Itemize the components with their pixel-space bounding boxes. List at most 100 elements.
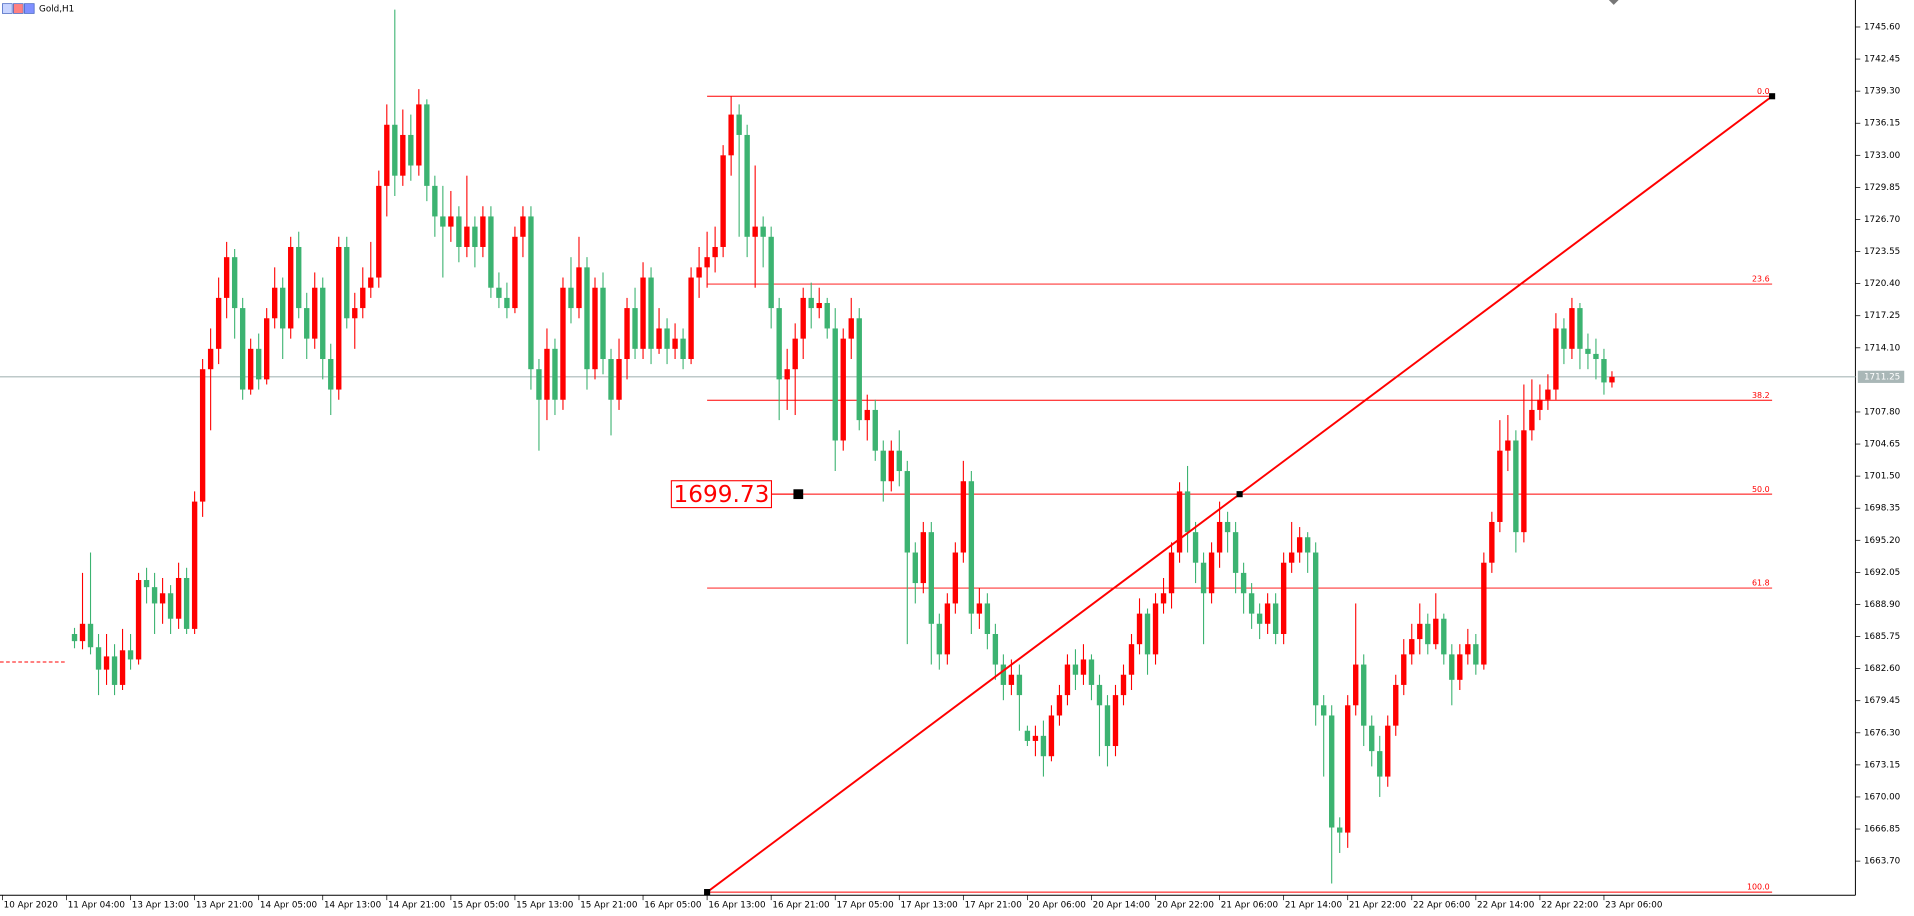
candle-body bbox=[1561, 328, 1567, 349]
x-tick-label: 14 Apr 21:00 bbox=[388, 901, 445, 911]
candle-body bbox=[776, 308, 782, 380]
y-tick-label: 1701.50 bbox=[1864, 472, 1900, 482]
candle-body bbox=[1329, 715, 1335, 828]
y-tick-label: 1723.55 bbox=[1864, 247, 1900, 257]
candle-body bbox=[1465, 644, 1471, 655]
candle-body bbox=[255, 348, 262, 380]
candle-body bbox=[720, 155, 726, 247]
candle-body bbox=[71, 633, 78, 642]
candle-body bbox=[191, 501, 198, 629]
candle-body bbox=[848, 318, 854, 339]
candle-body bbox=[1024, 730, 1031, 741]
x-tick-label: 21 Apr 22:00 bbox=[1349, 901, 1406, 911]
x-tick-label: 15 Apr 21:00 bbox=[580, 901, 637, 911]
x-tick-label: 10 Apr 2020 bbox=[4, 901, 58, 911]
candle-body bbox=[1304, 537, 1311, 553]
candle-body bbox=[1160, 593, 1167, 604]
price-label-box bbox=[670, 480, 773, 509]
y-tick-label: 1695.20 bbox=[1864, 536, 1900, 546]
candle-body bbox=[1168, 552, 1175, 594]
candle-body bbox=[896, 450, 902, 472]
x-tick-label: 13 Apr 13:00 bbox=[132, 901, 189, 911]
candle-body bbox=[696, 267, 702, 278]
candle-body bbox=[440, 216, 446, 227]
candle-body bbox=[1136, 613, 1143, 645]
x-tick-label: 21 Apr 06:00 bbox=[1221, 901, 1278, 911]
y-tick-label: 1745.60 bbox=[1864, 22, 1900, 32]
candle-body bbox=[328, 359, 334, 390]
fib-label: 61.8 bbox=[1752, 579, 1770, 588]
candle-body bbox=[119, 650, 126, 685]
candle-body bbox=[336, 246, 342, 390]
x-tick-label: 17 Apr 21:00 bbox=[965, 901, 1022, 911]
y-tick-label: 1707.80 bbox=[1864, 407, 1900, 417]
candle-body bbox=[264, 318, 270, 380]
candle-body bbox=[1152, 603, 1159, 655]
candle-body bbox=[1441, 618, 1447, 655]
candle-body bbox=[1577, 308, 1583, 349]
candle-body bbox=[384, 124, 390, 186]
candle-body bbox=[984, 603, 991, 634]
candle-body bbox=[1601, 359, 1607, 383]
fib-label: 0.0 bbox=[1757, 87, 1770, 96]
candle-body bbox=[159, 593, 166, 604]
price-tag bbox=[1857, 370, 1905, 383]
candle-body bbox=[936, 623, 943, 655]
candle-body bbox=[1192, 532, 1199, 563]
candle-body bbox=[1609, 376, 1615, 383]
x-tick-label: 23 Apr 06:00 bbox=[1605, 901, 1662, 911]
x-tick-label: 20 Apr 14:00 bbox=[1093, 901, 1150, 911]
x-tick-label: 22 Apr 06:00 bbox=[1413, 901, 1470, 911]
candle-body bbox=[960, 481, 967, 553]
candle-body bbox=[1000, 664, 1007, 685]
candle-body bbox=[448, 216, 454, 227]
candle-body bbox=[1337, 827, 1343, 833]
candle-body bbox=[1425, 623, 1431, 645]
candle-body bbox=[344, 246, 350, 319]
candle-body bbox=[632, 308, 638, 349]
candle-body bbox=[584, 267, 590, 370]
y-tick-label: 1670.00 bbox=[1864, 792, 1900, 802]
candle-body bbox=[1232, 532, 1239, 573]
candle-body bbox=[824, 302, 830, 329]
candle-body bbox=[648, 277, 654, 349]
candle-body bbox=[504, 297, 510, 309]
candle-body bbox=[1112, 695, 1119, 747]
candle-body bbox=[576, 267, 582, 309]
candle-body bbox=[920, 532, 926, 584]
candle-body bbox=[392, 124, 398, 176]
candle-body bbox=[480, 216, 486, 247]
candle-body bbox=[736, 114, 742, 135]
candle-body bbox=[1529, 409, 1535, 431]
anchor-point bbox=[793, 489, 804, 500]
candle-body bbox=[95, 647, 102, 670]
candle-body bbox=[856, 318, 862, 421]
x-tick-label: 14 Apr 13:00 bbox=[324, 901, 381, 911]
y-tick-label: 1679.45 bbox=[1864, 696, 1900, 706]
y-tick-label: 1720.40 bbox=[1864, 279, 1900, 289]
candle-body bbox=[928, 532, 935, 624]
candle-body bbox=[1144, 613, 1151, 655]
candle-body bbox=[624, 308, 630, 360]
candle-body bbox=[1176, 491, 1183, 553]
candle-body bbox=[1040, 735, 1047, 757]
candle-body bbox=[832, 328, 838, 441]
candle-body bbox=[568, 287, 574, 309]
candle-body bbox=[183, 577, 190, 629]
price-label: 1699.73 bbox=[673, 481, 769, 508]
x-tick-label: 11 Apr 04:00 bbox=[68, 901, 125, 911]
candle-body bbox=[1120, 674, 1127, 696]
candle-body bbox=[592, 287, 598, 370]
candle-body bbox=[1272, 603, 1279, 634]
candle-body bbox=[784, 369, 790, 380]
candle-body bbox=[272, 287, 278, 319]
candle-body bbox=[1433, 618, 1439, 645]
candle-body bbox=[456, 216, 462, 247]
y-tick-label: 1692.05 bbox=[1864, 568, 1900, 578]
candle-body bbox=[1216, 521, 1223, 553]
candle-body bbox=[1569, 308, 1575, 349]
candle-body bbox=[904, 471, 910, 553]
candle-body bbox=[544, 348, 550, 400]
y-tick-label: 1688.90 bbox=[1864, 600, 1900, 610]
